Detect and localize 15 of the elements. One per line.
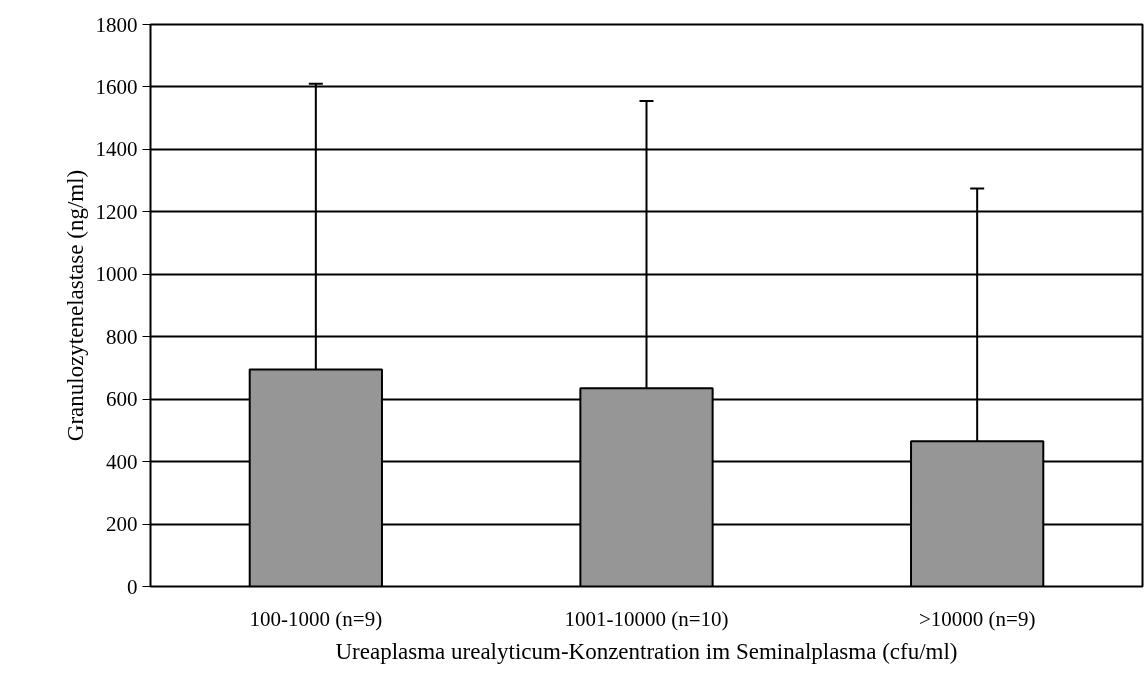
y-tick-label: 600: [106, 387, 138, 412]
y-tick-label: 1000: [95, 262, 138, 287]
x-tick-label: 100-1000 (n=9): [249, 606, 383, 631]
y-axis-title: Granulozytenelastase (ng/ml): [62, 169, 88, 442]
y-tick-label: 1600: [95, 74, 138, 99]
y-tick-label: 800: [106, 324, 138, 349]
x-tick-label: 1001-10000 (n=10): [564, 606, 729, 631]
y-tick-label: 1200: [95, 199, 138, 224]
y-tick-label: 200: [106, 512, 138, 537]
y-tick-label: 400: [106, 449, 138, 474]
x-tick-label: >10000 (n=9): [918, 606, 1036, 631]
y-tick-label: 0: [127, 574, 138, 599]
y-tick-label: 1800: [95, 12, 138, 37]
x-axis-title: Ureaplasma urealyticum-Konzentration im Seminalplasma (cfu/ml): [335, 638, 958, 664]
y-tick-label: 1400: [95, 137, 138, 162]
